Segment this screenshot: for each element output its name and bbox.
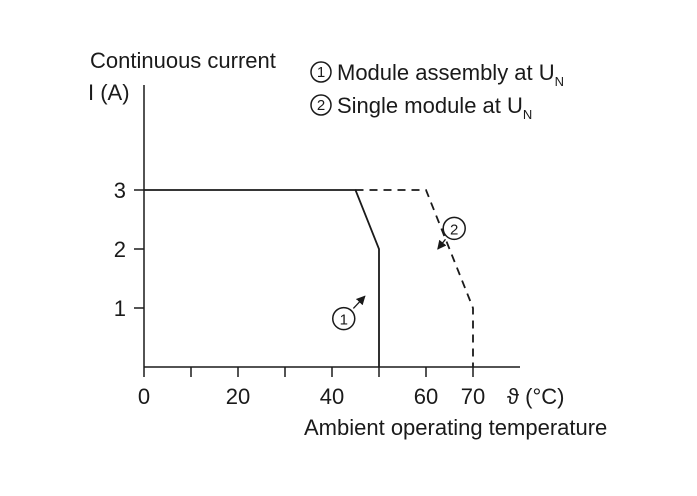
x-tick-label: 40 (320, 384, 344, 409)
y-axis-title-line1: Continuous current (90, 48, 276, 73)
legend-item-2: 2 Single module at UN (310, 93, 532, 122)
legend-text-2: Single module at UN (337, 93, 532, 122)
legend-marker-1-label: 1 (317, 64, 325, 81)
x-tick-label: 20 (226, 384, 250, 409)
y-tick-label: 1 (114, 296, 126, 321)
x-tick-label: 70 (461, 384, 485, 409)
annotation-layer: 12 (332, 216, 466, 331)
x-ticks: 0 20 40 60 70 (138, 367, 485, 409)
legend: 1 Module assembly at UN 2 Single module … (310, 60, 564, 122)
series-layer (144, 189, 474, 367)
annotation-arrow-1 (352, 295, 366, 309)
legend-marker-2-label: 2 (317, 97, 325, 114)
legend-text-1: Module assembly at UN (337, 60, 564, 89)
y-tick-label: 2 (114, 237, 126, 262)
annotation-label-1: 1 (340, 312, 348, 329)
legend-marker-2 (310, 94, 332, 116)
y-tick-label: 3 (114, 178, 126, 203)
annotation-label-2: 2 (450, 221, 458, 238)
y-ticks: 1 2 3 (114, 178, 144, 321)
x-tick-label: 60 (414, 384, 438, 409)
legend-marker-1 (310, 61, 332, 83)
annotation-arrow-2 (437, 238, 447, 250)
x-axis-unit: ϑ (°C) (507, 384, 564, 409)
series-line-2 (355, 189, 474, 367)
y-axis-title-line2: I (A) (88, 80, 130, 105)
annotation-circle-2 (442, 216, 466, 241)
x-axis-title: Ambient operating temperature (304, 415, 607, 440)
annotation-circle-1 (332, 306, 356, 331)
x-tick-label: 0 (138, 384, 150, 409)
series-line-1 (144, 189, 380, 367)
legend-item-1: 1 Module assembly at UN (310, 60, 564, 89)
